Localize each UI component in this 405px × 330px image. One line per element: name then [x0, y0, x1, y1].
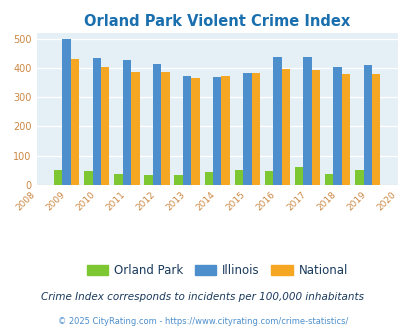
Legend: Orland Park, Illinois, National: Orland Park, Illinois, National	[82, 259, 352, 281]
Bar	[341, 74, 350, 185]
Bar	[204, 172, 213, 185]
Bar	[54, 170, 62, 185]
Bar	[294, 167, 303, 185]
Bar	[281, 69, 289, 185]
Bar	[174, 175, 182, 185]
Bar	[264, 171, 273, 185]
Bar	[122, 59, 131, 185]
Text: © 2025 CityRating.com - https://www.cityrating.com/crime-statistics/: © 2025 CityRating.com - https://www.city…	[58, 317, 347, 326]
Bar	[273, 57, 281, 185]
Bar	[131, 72, 139, 185]
Bar	[71, 59, 79, 185]
Bar	[221, 76, 229, 185]
Bar	[84, 171, 92, 185]
Bar	[62, 39, 71, 185]
Bar	[243, 73, 251, 185]
Bar	[213, 77, 221, 185]
Bar	[182, 76, 191, 185]
Bar	[152, 64, 161, 185]
Bar	[303, 57, 311, 185]
Text: Crime Index corresponds to incidents per 100,000 inhabitants: Crime Index corresponds to incidents per…	[41, 292, 364, 302]
Bar	[371, 74, 379, 185]
Bar	[362, 65, 371, 185]
Bar	[191, 78, 199, 185]
Bar	[354, 170, 362, 185]
Title: Orland Park Violent Crime Index: Orland Park Violent Crime Index	[84, 14, 350, 29]
Bar	[144, 175, 152, 185]
Bar	[311, 70, 320, 185]
Bar	[114, 174, 122, 185]
Bar	[161, 72, 169, 185]
Bar	[234, 170, 243, 185]
Bar	[324, 174, 333, 185]
Bar	[251, 73, 259, 185]
Bar	[333, 67, 341, 185]
Bar	[92, 58, 101, 185]
Bar	[101, 67, 109, 185]
